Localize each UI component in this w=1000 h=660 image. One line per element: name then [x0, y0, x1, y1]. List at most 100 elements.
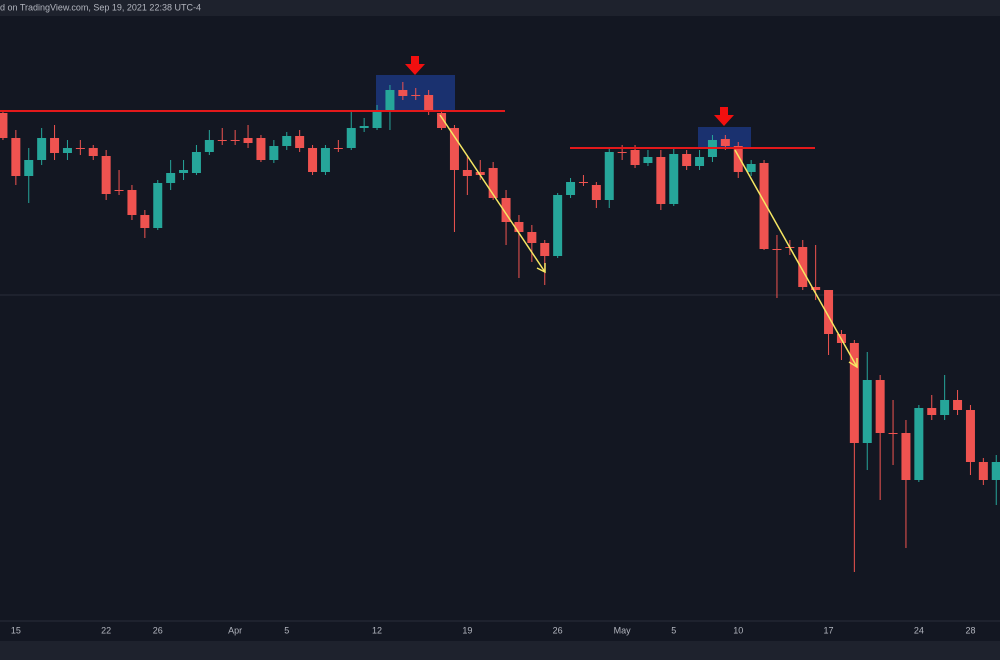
candle-body — [953, 400, 963, 410]
header-text: d on TradingView.com, Sep 19, 2021 22:38… — [0, 2, 201, 12]
candle-body — [243, 138, 253, 143]
trend-arrow — [439, 114, 546, 273]
candle-body — [811, 287, 821, 290]
candle-body — [875, 380, 885, 433]
candle-body — [888, 433, 898, 434]
candle-body — [965, 410, 975, 462]
candle-body — [540, 243, 550, 256]
x-tick-label: 17 — [824, 625, 834, 635]
candle-body — [398, 90, 408, 96]
candle-body — [282, 136, 292, 146]
candle-body — [114, 190, 124, 191]
candle-body — [346, 128, 356, 148]
header-bar — [0, 0, 1000, 16]
candle-body — [256, 138, 266, 160]
candle-body — [798, 247, 808, 287]
candle-body — [488, 168, 498, 198]
candle-body — [475, 172, 485, 175]
candle-body — [359, 126, 369, 128]
candle-body — [991, 462, 1000, 480]
arrow-head — [848, 358, 858, 369]
candle-body — [295, 136, 305, 148]
candle-body — [940, 400, 950, 415]
candle-body — [656, 157, 666, 204]
candle-body — [746, 164, 756, 172]
candle-body — [0, 113, 8, 138]
x-tick-label: 10 — [733, 625, 743, 635]
down-markers — [405, 56, 734, 126]
candle-body — [127, 190, 137, 215]
candle-body — [901, 433, 911, 480]
candle-body — [11, 138, 21, 176]
candle-body — [140, 215, 150, 228]
x-tick-label: 5 — [284, 625, 289, 635]
candle-body — [101, 156, 111, 194]
x-tick-label: 26 — [553, 625, 563, 635]
candle-body — [733, 146, 743, 172]
candle-body — [308, 148, 318, 172]
trend-arrows — [439, 114, 858, 369]
candle-body — [333, 148, 343, 149]
candle-body — [824, 290, 834, 334]
candle-body — [643, 157, 653, 163]
candle-body — [269, 146, 279, 160]
candle-body — [411, 95, 421, 96]
x-tick-label: 19 — [462, 625, 472, 635]
footer-bar — [0, 641, 1000, 660]
candle-body — [50, 138, 60, 153]
candle-body — [501, 198, 511, 222]
x-tick-label: 15 — [11, 625, 21, 635]
candle-body — [191, 152, 201, 173]
x-tick-label: Apr — [228, 625, 242, 635]
x-tick-label: 28 — [965, 625, 975, 635]
candle-body — [862, 380, 872, 443]
candle-body — [230, 140, 240, 141]
candle-body — [424, 95, 434, 110]
candle-body — [720, 139, 730, 146]
candle-body — [604, 152, 614, 200]
candle-body — [514, 222, 524, 232]
candle-body — [669, 154, 679, 204]
candle-body — [695, 157, 705, 166]
x-axis: 15 22 26 Apr 5 12 19 26 May 5 10 17 24 28 — [11, 625, 976, 635]
candle-body — [153, 183, 163, 228]
candle-body — [849, 343, 859, 443]
candle-body — [772, 249, 782, 250]
x-tick-label: 5 — [671, 625, 676, 635]
candle-body — [927, 408, 937, 415]
candles — [0, 82, 1000, 572]
candle-body — [578, 182, 588, 183]
down-arrow — [405, 56, 425, 75]
candle-body — [630, 150, 640, 165]
candle-body — [75, 148, 85, 149]
candle-body — [591, 185, 601, 200]
candle-body — [449, 128, 459, 170]
candle-body — [682, 154, 692, 166]
candle-body — [566, 182, 576, 195]
candle-body — [62, 148, 72, 153]
candle-body — [914, 408, 924, 480]
candle-body — [462, 170, 472, 176]
x-tick-label: 12 — [372, 625, 382, 635]
candle-body — [553, 195, 563, 256]
x-tick-label: 24 — [914, 625, 924, 635]
candle-body — [88, 148, 98, 156]
candle-body — [527, 232, 537, 243]
x-tick-label: 22 — [101, 625, 111, 635]
candle-body — [166, 173, 176, 183]
x-tick-label: 26 — [153, 625, 163, 635]
candle-body — [37, 138, 47, 160]
candle-body — [24, 160, 34, 176]
candle-body — [617, 152, 627, 153]
candle-body — [978, 462, 988, 480]
down-arrow — [714, 107, 734, 126]
candle-body — [437, 113, 447, 128]
trend-arrow — [734, 149, 858, 368]
candle-body — [179, 170, 189, 173]
candle-body — [320, 148, 330, 172]
x-tick-label: May — [614, 625, 632, 635]
candle-body — [204, 140, 214, 152]
candle-body — [759, 163, 769, 249]
